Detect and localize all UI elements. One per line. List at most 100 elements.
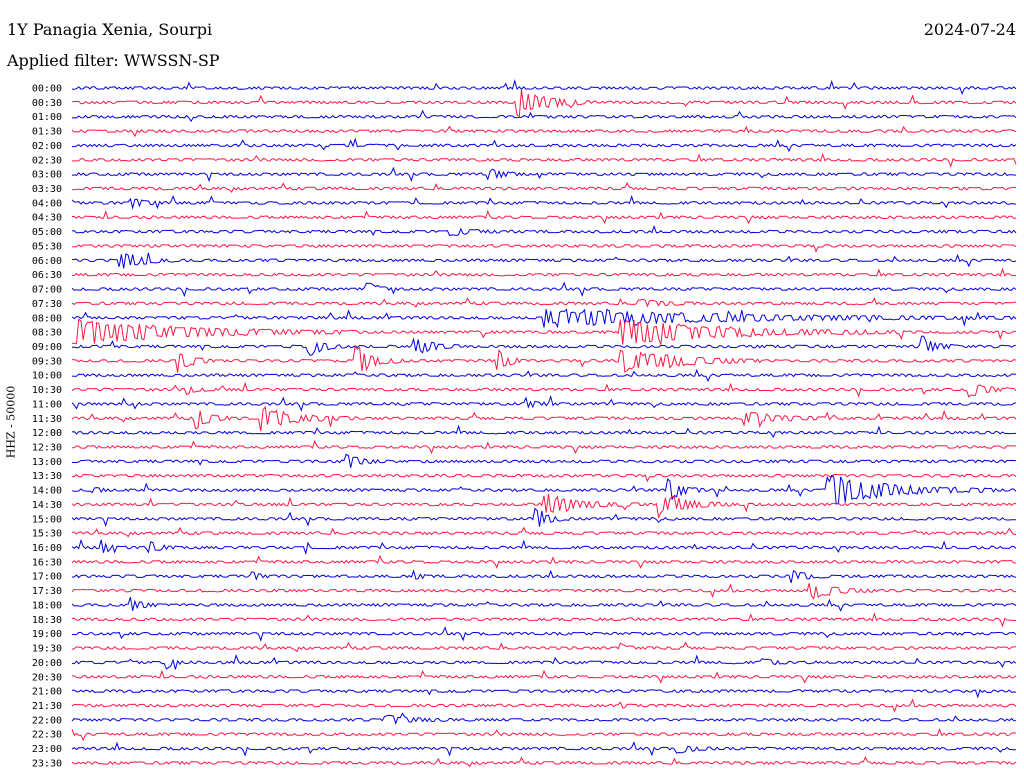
trace-line: [71, 569, 1017, 584]
row-time-label: 20:00: [32, 658, 62, 669]
trace-line: [71, 626, 1017, 642]
row-time-label: 16:00: [32, 543, 62, 554]
row-time-label: 06:00: [32, 256, 62, 267]
row-time-label: 23:00: [32, 744, 62, 755]
row-time-label: 08:00: [32, 313, 62, 324]
row-time-label: 09:00: [32, 342, 62, 353]
row-time-label: 10:30: [32, 385, 62, 396]
row-time-label: 04:00: [32, 198, 62, 209]
trace-line: [71, 166, 1017, 183]
row-time-label: 23:30: [32, 758, 62, 769]
trace-line: [71, 554, 1017, 569]
trace-line: [71, 368, 1017, 383]
row-time-label: 12:30: [32, 443, 62, 454]
row-time-label: 19:00: [32, 629, 62, 640]
trace-line: [71, 727, 1017, 742]
row-time-label: 07:30: [32, 299, 62, 310]
trace-line: [71, 297, 1017, 308]
row-time-label: 00:30: [32, 98, 62, 109]
trace-line: [71, 474, 1017, 505]
trace-line: [71, 252, 1017, 269]
trace-line: [71, 381, 1017, 398]
row-time-label: 21:30: [32, 701, 62, 712]
trace-line: [71, 688, 1017, 699]
filter-label: Applied filter: WWSSN-SP: [7, 51, 220, 70]
trace-line: [71, 225, 1017, 237]
row-time-label: 14:00: [32, 486, 62, 497]
row-time-label: 09:30: [32, 356, 62, 367]
trace-line: [71, 712, 1017, 725]
trace-line: [71, 125, 1017, 138]
trace-line: [71, 89, 1017, 118]
row-time-label: 04:30: [32, 213, 62, 224]
row-time-label: 16:30: [32, 557, 62, 568]
row-time-label: 06:30: [32, 270, 62, 281]
row-time-label: 02:00: [32, 141, 62, 152]
row-time-label: 15:00: [32, 514, 62, 525]
row-time-label: 18:00: [32, 600, 62, 611]
trace-line: [71, 653, 1017, 670]
row-time-label: 13:00: [32, 457, 62, 468]
trace-line: [71, 281, 1017, 298]
row-time-label: 22:00: [32, 715, 62, 726]
trace-line: [71, 669, 1017, 684]
row-time-label: 10:00: [32, 371, 62, 382]
trace-line: [71, 698, 1017, 713]
row-time-label: 18:30: [32, 615, 62, 626]
trace-line: [71, 439, 1017, 454]
date-label: 2024-07-24: [923, 20, 1016, 39]
trace-line: [71, 243, 1017, 253]
row-time-label: 05:00: [32, 227, 62, 238]
row-time-label: 03:30: [32, 184, 62, 195]
trace-line: [71, 345, 1017, 373]
trace-line: [71, 741, 1016, 757]
row-time-label: 03:00: [32, 170, 62, 181]
trace-line: [71, 308, 1017, 329]
trace-line: [71, 395, 1017, 412]
row-time-label: 21:00: [32, 687, 62, 698]
trace-line: [71, 526, 1016, 538]
row-time-label: 17:30: [32, 586, 62, 597]
row-time-label: 05:30: [32, 241, 62, 252]
trace-line: [71, 152, 1017, 168]
trace-line: [71, 335, 1017, 356]
row-time-label: 02:30: [32, 155, 62, 166]
trace-line: [71, 318, 1017, 345]
row-time-label: 17:00: [32, 572, 62, 583]
row-time-label: 12:00: [32, 428, 62, 439]
row-time-label: 08:30: [32, 328, 62, 339]
trace-line: [71, 494, 1016, 519]
row-time-label: 01:30: [32, 127, 62, 138]
row-time-label: 00:00: [32, 84, 62, 95]
trace-line: [72, 137, 1017, 153]
trace-line: [71, 194, 1016, 210]
trace-line: [71, 109, 1017, 123]
trace-line: [71, 641, 1017, 653]
trace-line: [71, 424, 1017, 439]
row-time-label: 13:30: [32, 471, 62, 482]
trace-line: [71, 267, 1016, 277]
trace-line: [71, 756, 1017, 768]
trace-line: [71, 405, 1017, 432]
station-title: 1Y Panagia Xenia, Sourpi: [7, 20, 213, 39]
trace-line: [71, 182, 1016, 193]
row-time-label: 11:30: [32, 414, 62, 425]
row-time-label: 20:30: [32, 672, 62, 683]
trace-line: [71, 612, 1017, 628]
row-time-label: 14:30: [32, 500, 62, 511]
row-time-label: 22:30: [32, 730, 62, 741]
row-time-label: 19:30: [32, 644, 62, 655]
trace-line: [71, 473, 1017, 483]
trace-line: [71, 538, 1017, 556]
row-time-label: 07:00: [32, 285, 62, 296]
trace-line: [71, 79, 1017, 96]
trace-line: [71, 210, 1017, 225]
trace-line: [71, 583, 1017, 600]
trace-line: [72, 453, 1017, 468]
row-time-label: 11:00: [32, 399, 62, 410]
row-time-label: 01:00: [32, 112, 62, 123]
row-time-label: 15:30: [32, 529, 62, 540]
trace-line: [71, 597, 1017, 612]
trace-line: [71, 507, 1017, 527]
